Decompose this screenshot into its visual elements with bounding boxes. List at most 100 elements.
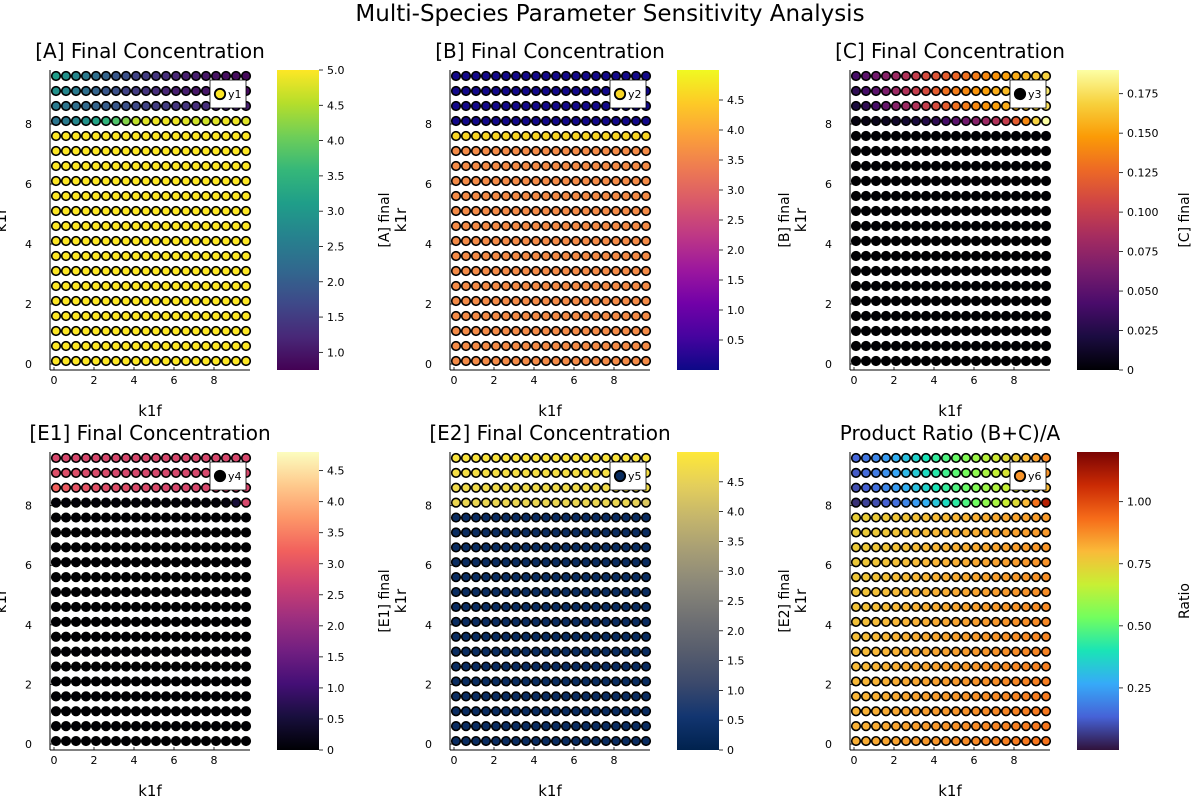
scatter-point bbox=[880, 175, 892, 187]
scatter-point bbox=[570, 220, 582, 232]
scatter-point bbox=[560, 355, 572, 367]
scatter-point bbox=[860, 160, 872, 172]
scatter-point bbox=[60, 100, 72, 112]
scatter-point bbox=[530, 586, 542, 598]
scatter-point bbox=[140, 542, 152, 553]
scatter-point bbox=[860, 572, 872, 583]
scatter-point bbox=[850, 646, 862, 657]
scatter-point bbox=[230, 586, 242, 598]
scatter-point bbox=[210, 691, 222, 702]
scatter-point bbox=[160, 115, 172, 127]
colorbar-label: [B] final bbox=[777, 192, 793, 247]
scatter-point bbox=[590, 497, 602, 508]
x-tick-label: 8 bbox=[611, 374, 618, 387]
scatter-point bbox=[90, 676, 102, 687]
x-tick-label: 8 bbox=[1011, 374, 1018, 387]
scatter-point bbox=[110, 190, 122, 202]
scatter-point bbox=[950, 527, 962, 538]
scatter-point bbox=[500, 295, 512, 307]
scatter-point bbox=[160, 467, 172, 478]
scatter-point bbox=[70, 340, 82, 352]
scatter-point bbox=[850, 130, 862, 142]
scatter-point bbox=[570, 280, 582, 292]
scatter-point bbox=[920, 205, 932, 217]
scatter-point bbox=[1030, 452, 1042, 464]
scatter-point bbox=[60, 482, 72, 493]
scatter-point bbox=[540, 160, 552, 172]
colorbar-tick-label: 1.0 bbox=[327, 346, 345, 359]
scatter-point bbox=[910, 70, 922, 82]
scatter-point bbox=[990, 542, 1002, 553]
scatter-point bbox=[980, 691, 992, 702]
scatter-point bbox=[990, 661, 1002, 672]
scatter-point bbox=[1010, 310, 1022, 322]
scatter-point bbox=[490, 557, 502, 568]
x-tick-label: 0 bbox=[51, 374, 58, 387]
scatter-point bbox=[460, 190, 472, 202]
scatter-point bbox=[990, 220, 1002, 232]
scatter-point bbox=[210, 190, 222, 202]
scatter-point bbox=[490, 250, 502, 262]
scatter-point bbox=[230, 527, 242, 538]
scatter-point bbox=[1030, 601, 1042, 613]
scatter-point bbox=[930, 691, 942, 702]
scatter-point bbox=[530, 250, 542, 262]
scatter-point bbox=[880, 631, 892, 642]
scatter-point bbox=[950, 512, 962, 523]
scatter-point bbox=[900, 512, 912, 523]
scatter-point bbox=[510, 616, 522, 627]
scatter-point bbox=[960, 325, 972, 337]
scatter-point bbox=[980, 325, 992, 337]
scatter-point bbox=[60, 85, 72, 97]
scatter-point bbox=[940, 115, 952, 127]
scatter-point bbox=[860, 115, 872, 127]
scatter-point bbox=[110, 676, 122, 687]
scatter-point bbox=[1030, 145, 1042, 157]
scatter-point bbox=[90, 205, 102, 217]
scatter-point bbox=[140, 467, 152, 478]
scatter-point bbox=[210, 310, 222, 322]
legend-marker bbox=[1013, 87, 1027, 101]
scatter-point bbox=[90, 452, 102, 464]
scatter-point bbox=[50, 676, 62, 687]
scatter-point bbox=[880, 100, 892, 112]
scatter-point bbox=[170, 295, 182, 307]
scatter-point bbox=[460, 175, 472, 187]
scatter-point bbox=[230, 235, 242, 247]
scatter-point bbox=[240, 160, 252, 172]
colorbar-tick-label: 1.00 bbox=[1127, 496, 1152, 509]
scatter-point bbox=[980, 497, 992, 508]
scatter-point bbox=[200, 85, 212, 97]
scatter-point bbox=[480, 85, 492, 97]
scatter-point bbox=[910, 100, 922, 112]
scatter-point bbox=[100, 265, 112, 277]
scatter-point bbox=[520, 235, 532, 247]
scatter-point bbox=[850, 676, 862, 687]
x-axis-label: k1f bbox=[138, 402, 162, 420]
scatter-point bbox=[980, 220, 992, 232]
scatter-point bbox=[970, 325, 982, 337]
scatter-point bbox=[540, 557, 552, 568]
scatter-point bbox=[200, 557, 212, 568]
scatter-point bbox=[120, 557, 132, 568]
scatter-point bbox=[170, 735, 182, 747]
scatter-point bbox=[940, 85, 952, 97]
scatter-point bbox=[190, 355, 202, 367]
scatter-point bbox=[510, 706, 522, 717]
scatter-point bbox=[150, 190, 162, 202]
scatter-point bbox=[140, 355, 152, 367]
scatter-point bbox=[140, 130, 152, 142]
scatter-point bbox=[980, 355, 992, 367]
scatter-point bbox=[1020, 557, 1032, 568]
x-tick-label: 2 bbox=[891, 754, 898, 767]
scatter-point bbox=[160, 452, 172, 464]
scatter-point bbox=[450, 616, 462, 627]
scatter-point bbox=[200, 616, 212, 627]
scatter-point bbox=[190, 512, 202, 523]
scatter-point bbox=[160, 557, 172, 568]
scatter-point bbox=[150, 467, 162, 478]
scatter-point bbox=[980, 205, 992, 217]
scatter-point bbox=[920, 661, 932, 672]
scatter-point bbox=[470, 482, 482, 493]
panel-title: [E1] Final Concentration bbox=[29, 421, 270, 445]
